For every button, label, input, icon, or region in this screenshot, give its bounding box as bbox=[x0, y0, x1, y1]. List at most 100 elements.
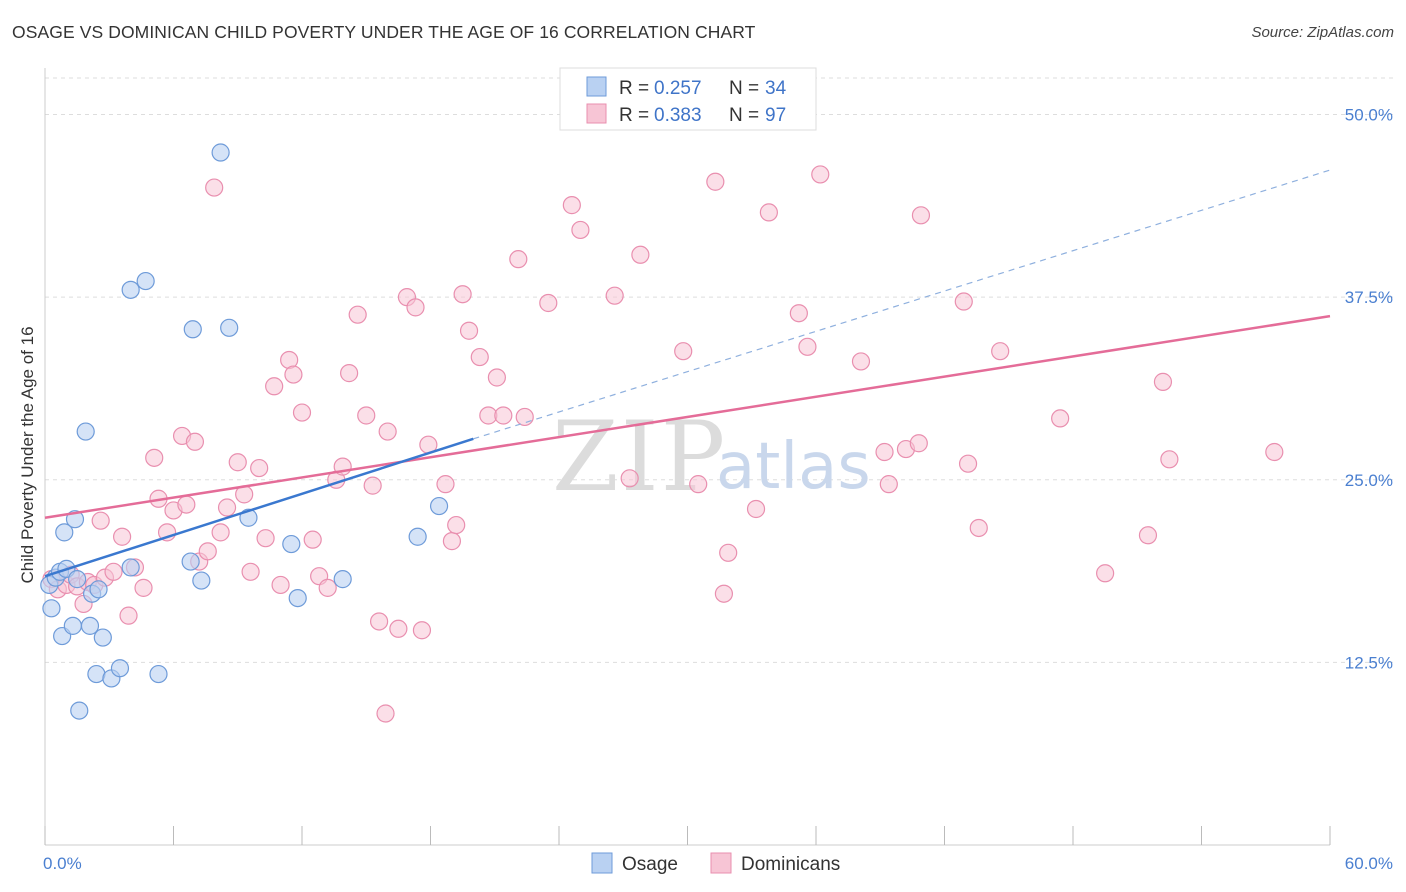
dominicans-point-90 bbox=[1051, 409, 1070, 428]
dominicans-point-44 bbox=[357, 406, 376, 425]
dominicans-point-53 bbox=[436, 475, 455, 494]
osage-point-21 bbox=[136, 271, 155, 291]
dominicans-point-47 bbox=[378, 422, 397, 441]
osage-point-18 bbox=[70, 701, 89, 720]
osage-trend-line bbox=[44, 437, 474, 578]
osage-point-7 bbox=[68, 570, 87, 589]
legend-n-label-dominicans: N = bbox=[729, 105, 759, 126]
dominicans-point-93 bbox=[1153, 372, 1173, 391]
dominicans-point-77 bbox=[789, 304, 808, 323]
watermark-atlas: atlas bbox=[716, 430, 871, 504]
dominicans-point-39 bbox=[318, 578, 337, 597]
legend: R = 0.257 N = 34 R = 0.383 N = 97 bbox=[559, 67, 817, 131]
dominicans-points bbox=[42, 165, 1284, 723]
dominicans-point-8 bbox=[91, 511, 110, 530]
osage-point-19 bbox=[149, 664, 168, 684]
osage-point-10 bbox=[89, 580, 108, 599]
bottom-legend-swatch-dominicans bbox=[710, 852, 732, 874]
legend-r-label-dominicans: R = bbox=[619, 105, 649, 126]
dominicans-point-32 bbox=[265, 377, 284, 396]
x-tick-label-min: 0.0% bbox=[43, 854, 82, 873]
dominicans-point-69 bbox=[631, 245, 650, 264]
bottom-legend: Osage Dominicans bbox=[591, 852, 840, 875]
legend-swatch-dominicans bbox=[586, 103, 607, 124]
dominicans-point-58 bbox=[470, 347, 489, 367]
dominicans-point-51 bbox=[412, 621, 432, 640]
dominicans-point-21 bbox=[185, 432, 205, 451]
osage-point-32 bbox=[408, 527, 427, 546]
dominicans-point-33 bbox=[271, 575, 290, 595]
dominicans-point-24 bbox=[205, 178, 224, 197]
osage-point-15 bbox=[87, 664, 106, 684]
dominicans-point-55 bbox=[447, 515, 466, 535]
dominicans-point-35 bbox=[284, 365, 303, 384]
osage-point-22 bbox=[183, 320, 202, 339]
y-tick-label-2: 37.5% bbox=[1345, 288, 1393, 307]
chart-title: OSAGE VS DOMINICAN CHILD POVERTY UNDER T… bbox=[12, 22, 756, 42]
dominicans-point-27 bbox=[228, 453, 247, 472]
osage-point-14 bbox=[93, 628, 112, 647]
y-tick-label-0: 12.5% bbox=[1345, 653, 1393, 672]
dominicans-point-79 bbox=[811, 165, 830, 184]
dominicans-point-95 bbox=[1265, 442, 1284, 462]
osage-point-17 bbox=[110, 659, 130, 678]
dominicans-point-65 bbox=[562, 196, 581, 215]
dominicans-point-67 bbox=[605, 286, 624, 305]
osage-point-25 bbox=[121, 558, 140, 577]
dominicans-point-74 bbox=[719, 543, 738, 562]
dominicans-point-70 bbox=[674, 342, 693, 361]
dominicans-point-54 bbox=[442, 532, 462, 551]
legend-r-label-osage: R = bbox=[619, 78, 649, 99]
osage-point-29 bbox=[282, 534, 301, 554]
dominicans-point-78 bbox=[798, 337, 817, 356]
legend-swatch-osage bbox=[586, 76, 607, 97]
osage-trend-extension bbox=[473, 169, 1331, 440]
dominicans-point-72 bbox=[706, 172, 725, 191]
dominicans-point-45 bbox=[363, 476, 382, 495]
dominicans-point-56 bbox=[453, 285, 472, 304]
dominicans-point-91 bbox=[1096, 564, 1115, 583]
osage-point-26 bbox=[181, 552, 200, 571]
y-tick-labels: 12.5% 25.0% 37.5% 50.0% bbox=[1345, 106, 1393, 673]
dominicans-point-64 bbox=[539, 293, 558, 313]
legend-n-label-osage: N = bbox=[729, 78, 759, 99]
y-tick-label-3: 50.0% bbox=[1345, 106, 1393, 125]
dominicans-point-15 bbox=[145, 448, 164, 467]
legend-r-dominicans: 0.383 bbox=[654, 105, 702, 126]
osage-point-5 bbox=[55, 523, 74, 542]
x-tick-labels: 0.0% 60.0% bbox=[43, 854, 1393, 873]
y-axis-label: Child Poverty Under the Age of 16 bbox=[18, 326, 37, 583]
dominicans-point-10 bbox=[104, 562, 123, 581]
dominicans-point-87 bbox=[958, 454, 978, 473]
axes bbox=[44, 68, 1331, 846]
dominicans-point-92 bbox=[1138, 526, 1158, 545]
watermark-zip: ZIP bbox=[552, 401, 727, 513]
dominicans-point-43 bbox=[348, 305, 367, 324]
dominicans-point-31 bbox=[256, 529, 275, 548]
dominicans-point-88 bbox=[969, 518, 988, 538]
dominicans-point-73 bbox=[714, 584, 734, 603]
dominicans-point-36 bbox=[292, 403, 312, 422]
dominicans-point-14 bbox=[134, 578, 153, 597]
watermark: ZIP atlas bbox=[552, 401, 871, 513]
osage-point-31 bbox=[333, 570, 352, 589]
dominicans-point-29 bbox=[241, 562, 260, 581]
dominicans-point-94 bbox=[1160, 450, 1179, 469]
source-label: Source: ZipAtlas.com bbox=[1251, 24, 1394, 41]
bottom-legend-dominicans: Dominicans bbox=[741, 854, 840, 875]
dominicans-point-63 bbox=[515, 407, 534, 427]
legend-n-osage: 34 bbox=[765, 78, 787, 99]
osage-point-33 bbox=[429, 496, 449, 516]
osage-point-8 bbox=[76, 422, 95, 441]
dominicans-point-82 bbox=[879, 475, 898, 494]
x-tick-label-max: 60.0% bbox=[1345, 854, 1393, 873]
dominicans-point-20 bbox=[177, 495, 196, 514]
dominicans-point-80 bbox=[851, 352, 871, 371]
osage-point-30 bbox=[288, 588, 307, 608]
dominicans-point-57 bbox=[459, 321, 479, 340]
dominicans-trend-line bbox=[44, 314, 1331, 519]
dominicans-point-61 bbox=[494, 406, 513, 425]
dominicans-point-37 bbox=[303, 530, 322, 549]
y-tick-label-1: 25.0% bbox=[1345, 471, 1393, 490]
osage-point-27 bbox=[192, 571, 211, 590]
